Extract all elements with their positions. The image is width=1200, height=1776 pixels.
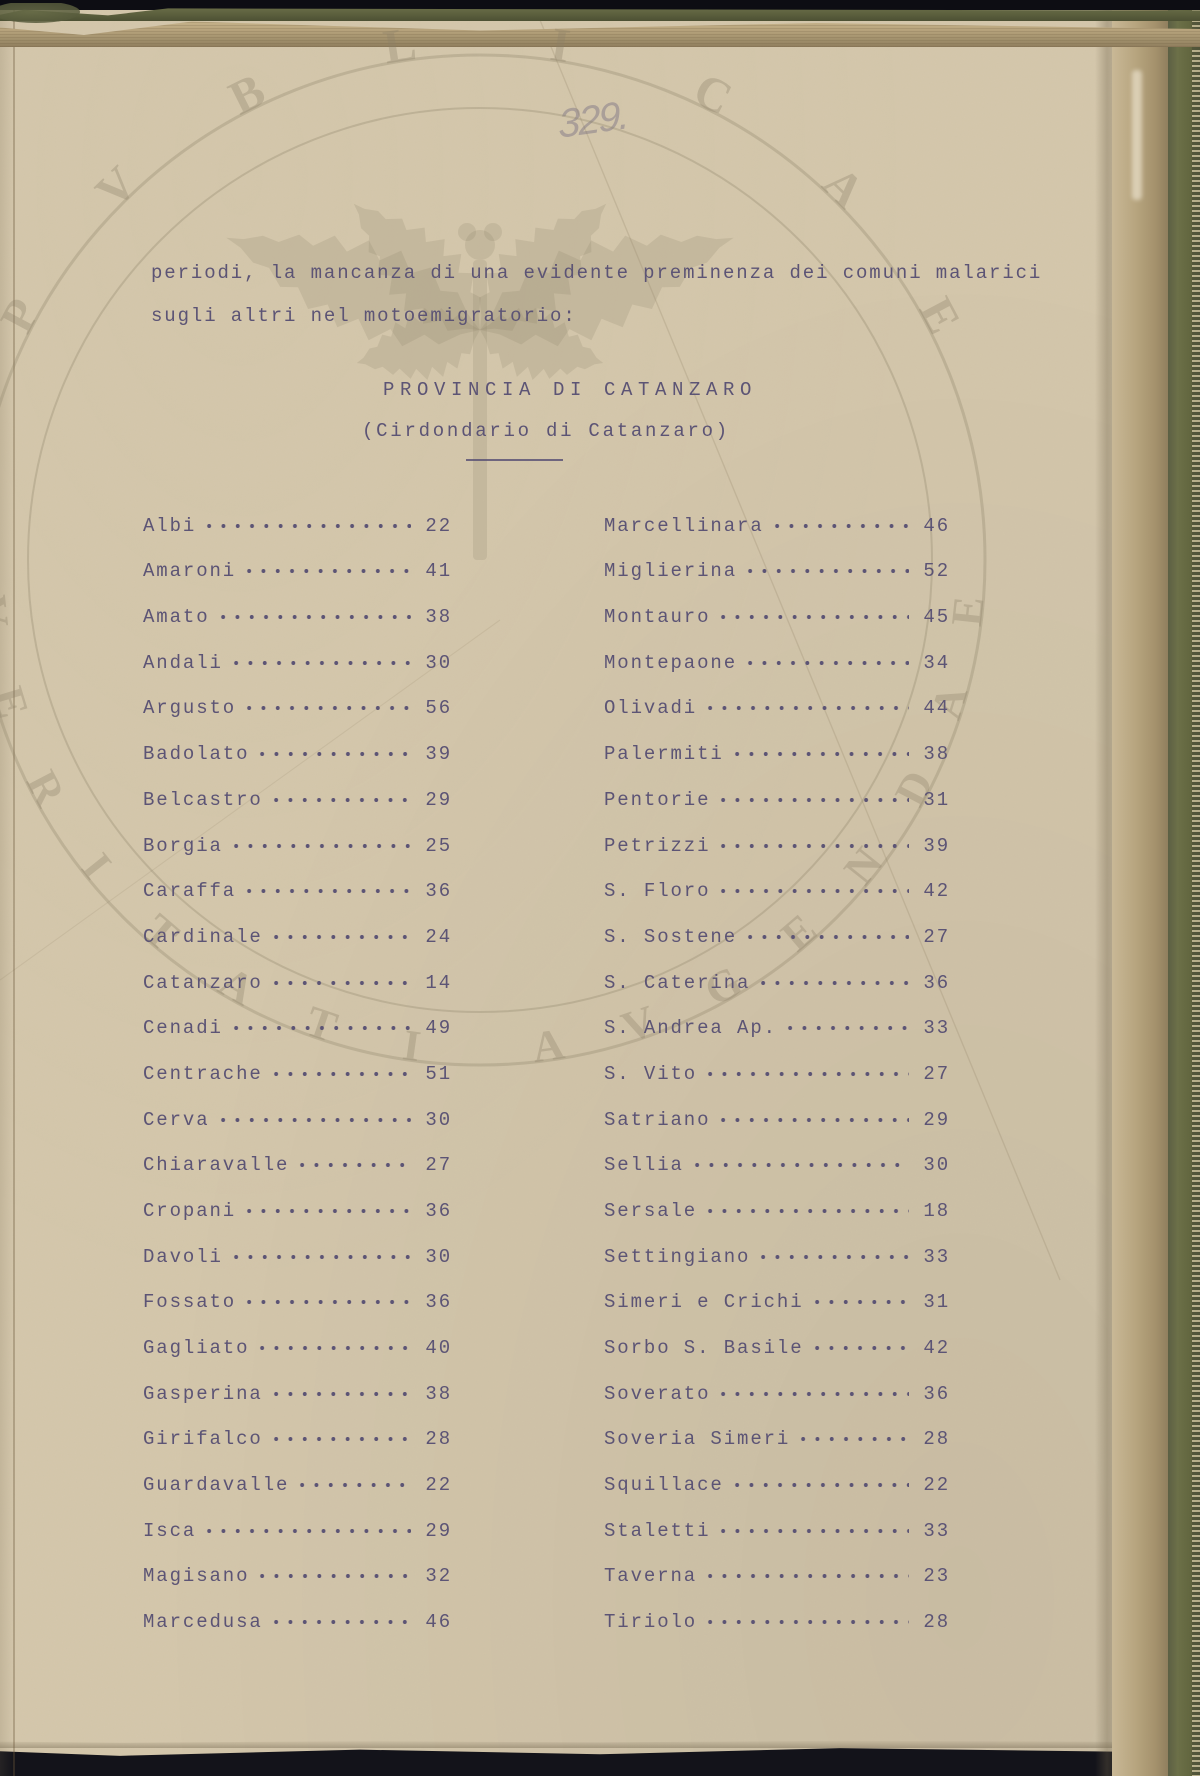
- svg-text:V: V: [0, 593, 18, 630]
- svg-text:E: E: [0, 681, 38, 723]
- svg-text:P: P: [0, 290, 51, 341]
- svg-text:L: L: [380, 17, 420, 74]
- svg-text:A: A: [529, 1019, 568, 1072]
- svg-text:A: A: [813, 156, 875, 218]
- svg-text:I: I: [547, 18, 574, 73]
- svg-text:E: E: [909, 289, 971, 342]
- svg-text:R: R: [17, 763, 76, 815]
- svg-text:B: B: [221, 64, 273, 126]
- svg-text:V: V: [86, 156, 148, 218]
- svg-text:C: C: [685, 63, 740, 126]
